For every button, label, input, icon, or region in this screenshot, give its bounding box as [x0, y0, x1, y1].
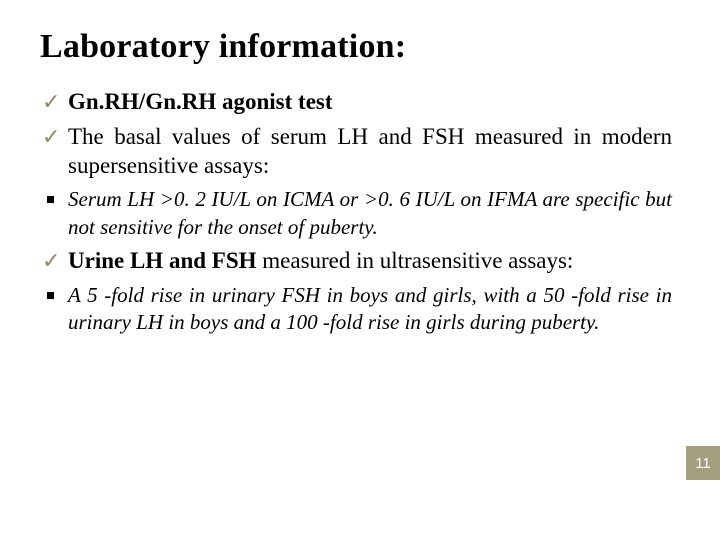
bullet-check-2: The basal values of serum LH and FSH mea…	[40, 123, 672, 181]
bullet-square-1: Serum LH >0. 2 IU/L on ICMA or >0. 6 IU/…	[40, 186, 672, 241]
slide-title: Laboratory information:	[40, 28, 672, 66]
bullet-rest-part: measured in ultrasensitive assays:	[257, 248, 574, 273]
bullet-check-1: Gn.RH/Gn.RH agonist test	[40, 88, 672, 117]
bullet-list: Gn.RH/Gn.RH agonist test The basal value…	[40, 88, 672, 336]
bullet-check-3: Urine LH and FSH measured in ultrasensit…	[40, 247, 672, 276]
page-number-badge: 11	[686, 446, 720, 480]
slide-container: Laboratory information: Gn.RH/Gn.RH agon…	[0, 0, 720, 540]
bullet-square-2: A 5 -fold rise in urinary FSH in boys an…	[40, 282, 672, 337]
bullet-bold-part: Urine LH and FSH	[68, 248, 257, 273]
